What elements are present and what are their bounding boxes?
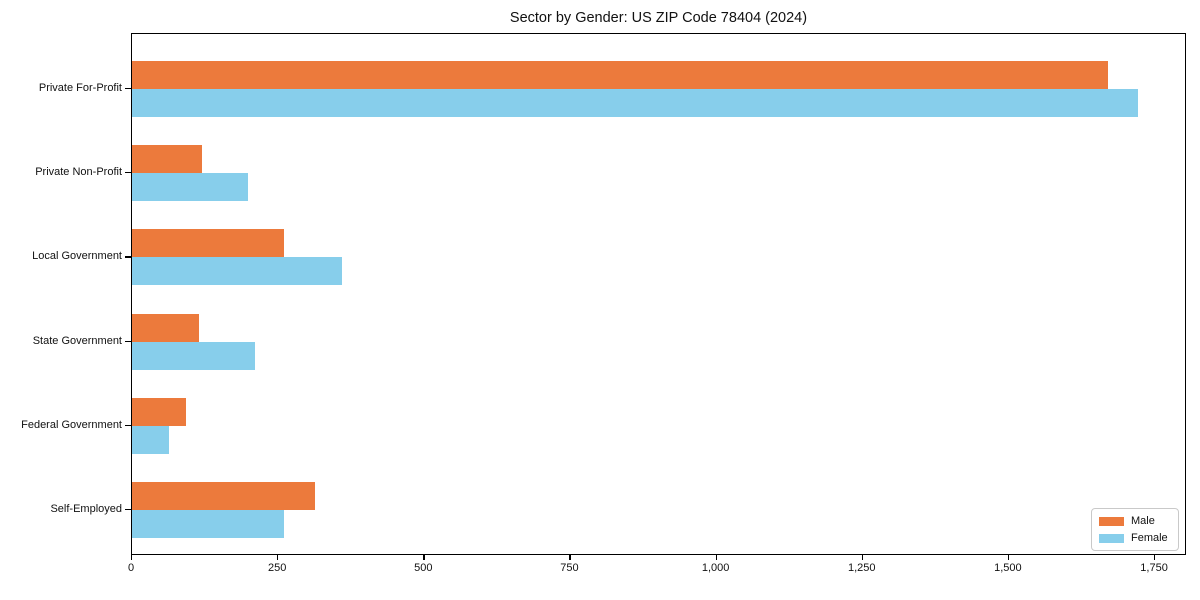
x-tick-mark	[423, 555, 425, 560]
y-tick-mark	[125, 340, 131, 342]
bar-male-3	[132, 313, 199, 342]
y-tick-label: Self-Employed	[50, 503, 122, 515]
x-tick-mark	[131, 555, 133, 560]
bar-female-5	[132, 510, 284, 538]
y-tick-mark	[125, 424, 131, 427]
legend-label: Male	[1131, 515, 1155, 527]
x-tick-mark	[1154, 555, 1156, 560]
y-tick-mark	[125, 256, 131, 258]
bar-male-1	[132, 145, 203, 174]
x-tick-label: 0	[127, 562, 135, 574]
bar-female-4	[132, 425, 170, 454]
x-tick-label: 1,750	[1140, 562, 1168, 574]
y-tick-label: Private Non-Profit	[35, 166, 122, 179]
x-tick-mark	[277, 555, 279, 560]
y-tick-mark	[125, 88, 131, 90]
x-tick-label: 500	[414, 562, 433, 574]
legend-entry-female: Female	[1099, 532, 1170, 544]
y-tick-mark	[125, 509, 131, 511]
legend-swatch-female	[1099, 533, 1124, 543]
legend: Male Female	[1091, 508, 1179, 551]
legend-swatch-male	[1099, 516, 1124, 526]
x-tick-mark	[1007, 555, 1010, 560]
x-tick-mark	[715, 555, 717, 560]
bar-female-1	[132, 173, 248, 202]
y-tick-label: Private For-Profit	[38, 82, 122, 94]
plot-area	[131, 33, 1186, 555]
x-tick-mark	[861, 555, 864, 560]
x-tick-label: 750	[560, 562, 579, 574]
bar-male-5	[132, 482, 315, 510]
bar-female-0	[132, 89, 1138, 117]
x-tick-label: 1,000	[701, 562, 730, 574]
y-tick-label: Local Government	[32, 250, 122, 263]
bar-male-2	[132, 229, 284, 258]
y-tick-label: Federal Government	[21, 418, 122, 431]
x-tick-label: 250	[267, 562, 287, 574]
y-tick-label: State Government	[32, 334, 122, 347]
bar-male-0	[132, 61, 1109, 89]
legend-label: Female	[1131, 532, 1168, 544]
x-tick-mark	[569, 555, 571, 560]
legend-entry-male: Male	[1099, 515, 1170, 527]
bar-male-4	[132, 397, 186, 426]
chart-title: Sector by Gender: US ZIP Code 78404 (202…	[509, 10, 808, 26]
x-tick-label: 1,250	[847, 562, 876, 574]
bar-female-2	[132, 257, 343, 286]
y-tick-mark	[125, 172, 131, 174]
x-tick-label: 1,500	[994, 562, 1022, 574]
bar-female-3	[132, 341, 255, 370]
